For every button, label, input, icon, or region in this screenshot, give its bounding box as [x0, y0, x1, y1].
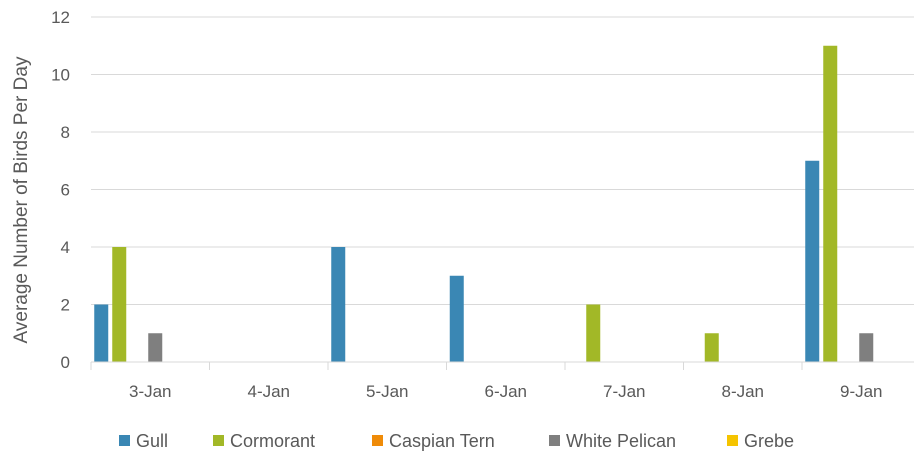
- x-tick-label: 7-Jan: [603, 382, 646, 401]
- legend-swatch: [372, 435, 383, 446]
- legend-label: Cormorant: [230, 431, 315, 451]
- y-tick-label: 0: [61, 353, 70, 372]
- bar-cormorant: [586, 304, 601, 362]
- x-tick-label: 4-Jan: [247, 382, 290, 401]
- x-tick-label: 8-Jan: [721, 382, 764, 401]
- legend-swatch: [727, 435, 738, 446]
- legend-swatch: [549, 435, 560, 446]
- legend-swatch: [213, 435, 224, 446]
- legend-item-white-pelican: White Pelican: [549, 431, 676, 451]
- x-tick-labels: 3-Jan 4-Jan 5-Jan 6-Jan 7-Jan 8-Jan 9-Jan: [129, 382, 883, 401]
- legend-item-caspian-tern: Caspian Tern: [372, 431, 495, 451]
- axes: [90, 361, 914, 370]
- bar-gull: [331, 247, 346, 362]
- y-tick-labels: 0 2 4 6 8 10 12: [51, 8, 70, 372]
- gridlines: [91, 16, 914, 305]
- y-tick-label: 6: [61, 181, 70, 200]
- bar-white-pelican: [148, 333, 163, 362]
- legend: Gull Cormorant Caspian Tern White Pelican Gr…: [119, 431, 794, 451]
- bar-white-pelican: [859, 333, 874, 362]
- legend-label: White Pelican: [566, 431, 676, 451]
- x-tick-label: 3-Jan: [129, 382, 172, 401]
- bar-cormorant: [823, 45, 838, 362]
- legend-item-grebe: Grebe: [727, 431, 794, 451]
- x-tick-label: 6-Jan: [484, 382, 527, 401]
- legend-label: Grebe: [744, 431, 794, 451]
- legend-label: Caspian Tern: [389, 431, 495, 451]
- y-tick-label: 8: [61, 123, 70, 142]
- y-axis-title: Average Number of Birds Per Day: [11, 56, 32, 343]
- bar-gull: [805, 160, 820, 362]
- legend-item-cormorant: Cormorant: [213, 431, 315, 451]
- legend-swatch: [119, 435, 130, 446]
- legend-item-gull: Gull: [119, 431, 168, 451]
- bar-gull: [449, 275, 464, 362]
- bar-cormorant: [704, 333, 719, 362]
- bars: [94, 45, 874, 362]
- legend-label: Gull: [136, 431, 168, 451]
- bar-cormorant: [112, 247, 127, 362]
- y-tick-label: 4: [61, 238, 70, 257]
- x-tick-label: 9-Jan: [840, 382, 883, 401]
- bar-gull: [94, 304, 109, 362]
- y-tick-label: 12: [51, 8, 70, 27]
- y-tick-label: 10: [51, 66, 70, 85]
- y-tick-label: 2: [61, 296, 70, 315]
- x-tick-label: 5-Jan: [366, 382, 409, 401]
